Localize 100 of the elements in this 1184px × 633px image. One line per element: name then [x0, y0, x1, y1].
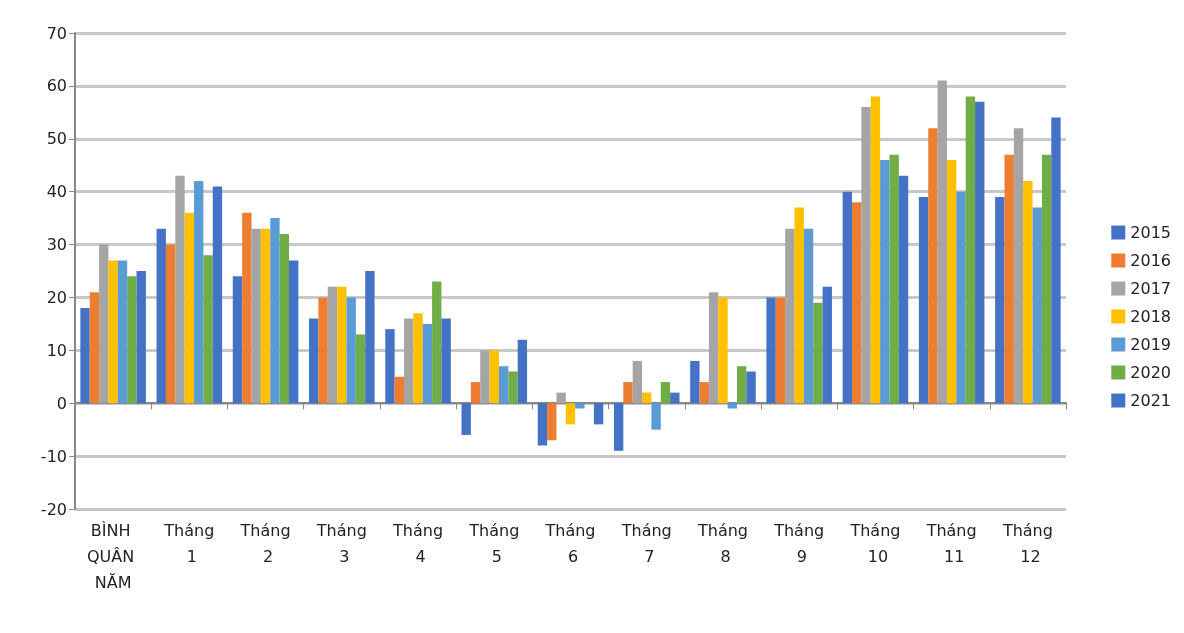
bar [99, 244, 109, 404]
bar [403, 318, 414, 404]
bar [1013, 128, 1024, 404]
bar [937, 80, 947, 404]
x-tick-label: BÌNH QUÂN NĂM [86, 520, 140, 592]
bar [1051, 117, 1061, 404]
bar [794, 207, 804, 404]
bar [918, 196, 929, 404]
bar [766, 297, 776, 404]
bar [365, 271, 375, 404]
bar [898, 175, 909, 404]
bar [80, 308, 90, 404]
bar [889, 154, 899, 404]
x-tick-label: Tháng 6 [544, 520, 596, 566]
bar [822, 286, 832, 404]
bar [508, 371, 518, 404]
x-tick-label: Tháng 9 [773, 520, 825, 566]
bar [975, 101, 985, 404]
y-tick-label: 40 [46, 182, 67, 202]
x-tick-label: Tháng 10 [849, 520, 901, 566]
bar [556, 392, 566, 404]
x-tick-label: Tháng 5 [468, 520, 520, 566]
y-tick-label: 0 [56, 393, 67, 413]
bar [842, 191, 853, 404]
bar [1032, 207, 1042, 404]
bar [642, 392, 652, 404]
legend-label: 2020 [1130, 363, 1171, 382]
bar [699, 382, 709, 404]
bar [623, 382, 633, 404]
bar [194, 181, 204, 404]
bar [861, 107, 871, 404]
bar [184, 212, 195, 404]
y-tick-label: -10 [40, 446, 67, 466]
bar [175, 175, 185, 404]
y-tick-label: -20 [40, 499, 67, 519]
bar [946, 159, 957, 404]
y-tick-label: 50 [46, 129, 67, 149]
bar [355, 334, 366, 404]
x-tick-label: Tháng 12 [1001, 520, 1053, 566]
bar [1023, 181, 1033, 404]
bar [318, 297, 328, 404]
x-tick-label: Tháng 7 [620, 520, 672, 566]
bar [1041, 154, 1052, 404]
bar [441, 318, 451, 404]
bar [537, 403, 548, 446]
bar [260, 228, 271, 404]
bar [327, 286, 338, 404]
bar [117, 260, 128, 404]
bar [593, 403, 604, 425]
bar [480, 350, 490, 404]
legend-label: 2021 [1130, 391, 1171, 410]
bar [852, 202, 862, 404]
legend-label: 2017 [1130, 279, 1171, 298]
bar [575, 403, 585, 409]
bar [547, 403, 557, 441]
bar [127, 276, 137, 404]
bar [660, 382, 671, 404]
x-tick-label: Tháng 3 [315, 520, 367, 566]
bar [517, 339, 528, 404]
bar [995, 196, 1005, 404]
bar [156, 228, 166, 404]
y-tick-label: 10 [46, 340, 67, 360]
bar [775, 297, 786, 404]
bar [165, 244, 176, 404]
bar [394, 376, 404, 404]
bar [489, 350, 499, 404]
bar [337, 286, 347, 404]
bar [242, 212, 252, 404]
bar [385, 329, 395, 404]
bar [632, 360, 643, 404]
bar [108, 260, 118, 404]
bar [232, 276, 243, 404]
y-tick-label: 70 [46, 23, 67, 43]
bar [422, 323, 433, 404]
legend-label: 2019 [1130, 335, 1171, 354]
x-tick-label: Tháng 2 [239, 520, 291, 566]
bar [346, 297, 356, 404]
bar [708, 292, 719, 404]
legend-label: 2015 [1130, 223, 1171, 242]
bar [89, 292, 100, 404]
bar [565, 403, 576, 425]
bar [651, 403, 661, 430]
x-tick-label: Tháng 11 [925, 520, 977, 566]
bar [279, 233, 289, 404]
bar [1004, 154, 1014, 404]
bar [718, 297, 728, 404]
bar [613, 403, 624, 451]
x-tick-label: Tháng 4 [392, 520, 444, 566]
bar [965, 96, 976, 404]
bar [880, 159, 890, 404]
bar [498, 366, 509, 404]
bar [785, 228, 795, 404]
bar [813, 302, 823, 404]
x-tick-label: Tháng 8 [696, 520, 748, 566]
y-tick-label: 30 [46, 235, 67, 255]
bar [288, 260, 299, 404]
bar [928, 128, 938, 404]
bar [461, 403, 471, 435]
bar [803, 228, 814, 404]
bar [432, 281, 442, 404]
